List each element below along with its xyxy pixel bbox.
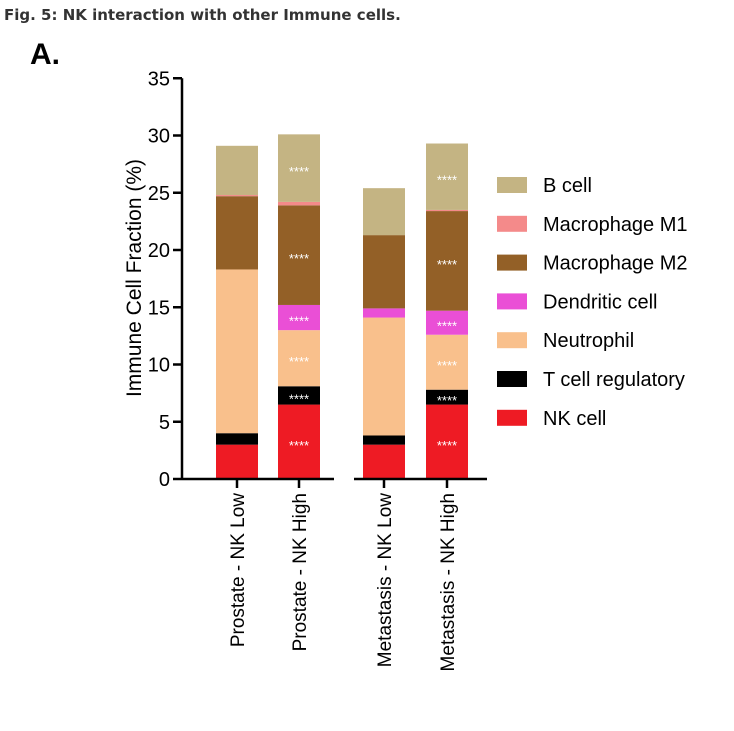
y-tick-label: 20 xyxy=(148,240,170,262)
legend-label: T cell regulatory xyxy=(543,369,685,391)
legend-swatch xyxy=(497,332,527,349)
y-tick-label: 25 xyxy=(148,183,170,205)
y-tick-label: 5 xyxy=(159,412,170,434)
bar-segment-dendritic-cell xyxy=(278,304,320,331)
bar-segment-macrophage-m1 xyxy=(278,201,320,206)
legend-label: Dendritic cell xyxy=(543,291,657,313)
significance-label: **** xyxy=(437,358,457,373)
bar-segment-dendritic-cell xyxy=(363,308,405,318)
legend-label: B cell xyxy=(543,175,592,197)
bar-segment-t-cell-regulatory xyxy=(278,386,320,405)
significance-label: **** xyxy=(437,257,457,272)
significance-label: **** xyxy=(289,391,309,406)
y-axis-label: Immune Cell Fraction (%) xyxy=(123,159,146,397)
bar-segment-t-cell-regulatory xyxy=(426,389,468,405)
bar-segment-neutrophil xyxy=(278,330,320,387)
bar-segment-macrophage-m1 xyxy=(426,209,468,212)
bar-segment-macrophage-m1 xyxy=(216,195,258,197)
y-tick-label: 0 xyxy=(159,469,170,491)
bar-segment-b-cell xyxy=(278,134,320,202)
bars-layer: **** **** **** **** **** **** **** **** **** ****… xyxy=(216,134,468,479)
bar-segment-neutrophil xyxy=(363,317,405,436)
axes-layer: 0 5 10 15 20 25 30 35 Prostate - NK Low Prostate … xyxy=(148,68,487,671)
legend-swatch xyxy=(497,293,527,310)
y-tick-label: 10 xyxy=(148,355,170,377)
bar-segment-t-cell-regulatory xyxy=(363,435,405,445)
legend-swatch xyxy=(497,409,527,426)
bar-segment-macrophage-m2 xyxy=(363,235,405,309)
y-tick-label: 15 xyxy=(148,297,170,319)
panel-label: A. xyxy=(30,38,60,71)
legend-swatch xyxy=(497,254,527,271)
bar-segment-nk-cell xyxy=(216,444,258,479)
significance-label: **** xyxy=(437,173,457,188)
bar-segment-macrophage-m2 xyxy=(426,211,468,311)
legend-label: Macrophage M2 xyxy=(543,253,688,275)
legend-label: Neutrophil xyxy=(543,330,634,352)
legend-label: NK cell xyxy=(543,408,606,430)
legend-swatch xyxy=(497,215,527,232)
legend-swatch xyxy=(497,177,527,193)
legend-swatch xyxy=(497,371,527,387)
bar-segment-macrophage-m2 xyxy=(278,205,320,305)
significance-label: **** xyxy=(289,251,309,266)
x-tick-label: Metastasis - NK Low xyxy=(375,493,396,667)
significance-label: **** xyxy=(437,319,457,334)
significance-label: **** xyxy=(437,438,457,453)
bar-segment-b-cell xyxy=(426,143,468,210)
bar-segment-nk-cell xyxy=(426,404,468,479)
bar-segment-neutrophil xyxy=(426,334,468,390)
bar-segment-t-cell-regulatory xyxy=(216,433,258,445)
legend-label: Macrophage M1 xyxy=(543,214,688,236)
y-tick-label: 30 xyxy=(148,126,170,148)
significance-label: **** xyxy=(289,164,309,179)
legend: B cell Macrophage M1 Macrophage M2 Dendriti… xyxy=(497,175,688,430)
bar-segment-nk-cell xyxy=(278,404,320,479)
bar-segment-dendritic-cell xyxy=(426,310,468,335)
significance-label: **** xyxy=(289,314,309,329)
bar-segment-b-cell xyxy=(216,145,258,196)
x-tick-label: Prostate - NK Low xyxy=(228,493,249,647)
significance-label: **** xyxy=(437,393,457,408)
bar-segment-b-cell xyxy=(363,188,405,236)
significance-label: **** xyxy=(289,354,309,369)
significance-label: **** xyxy=(289,438,309,453)
bar-segment-neutrophil xyxy=(216,269,258,434)
x-tick-label: Metastasis - NK High xyxy=(438,493,459,671)
x-tick-label: Prostate - NK High xyxy=(290,493,311,651)
y-tick-label: 35 xyxy=(148,68,170,90)
bar-segment-macrophage-m2 xyxy=(216,196,258,270)
bar-segment-nk-cell xyxy=(363,444,405,479)
figure-caption: Fig. 5: NK interaction with other Immune… xyxy=(4,6,401,24)
